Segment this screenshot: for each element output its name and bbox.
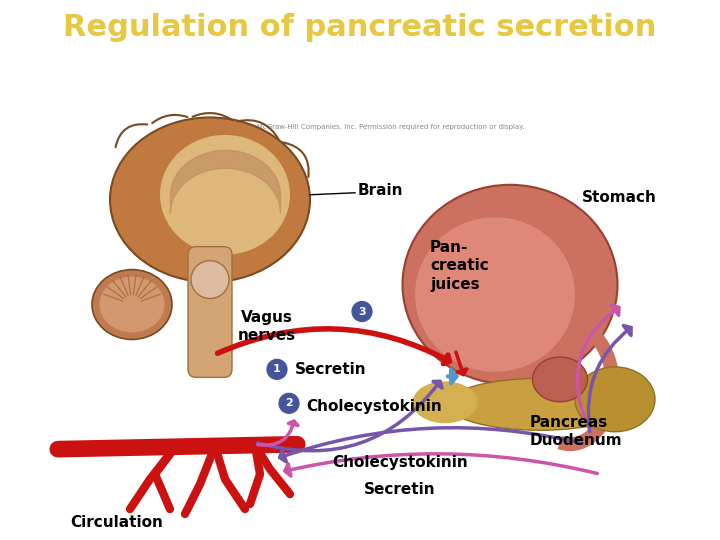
Text: Circulation: Circulation xyxy=(70,515,163,530)
Ellipse shape xyxy=(110,117,310,282)
Text: Pan-
creatic
juices: Pan- creatic juices xyxy=(430,240,489,292)
Ellipse shape xyxy=(191,261,229,299)
FancyArrowPatch shape xyxy=(192,113,233,120)
Text: Brain: Brain xyxy=(358,183,403,198)
FancyArrowPatch shape xyxy=(283,143,309,177)
Text: Regulation of pancreatic secretion: Regulation of pancreatic secretion xyxy=(63,13,657,42)
FancyArrowPatch shape xyxy=(238,120,279,139)
FancyBboxPatch shape xyxy=(188,247,232,377)
Text: 2: 2 xyxy=(285,399,293,408)
Text: 1: 1 xyxy=(273,364,281,374)
Circle shape xyxy=(278,393,300,414)
Ellipse shape xyxy=(402,185,618,384)
Text: Cholecystokinin: Cholecystokinin xyxy=(332,455,468,470)
Ellipse shape xyxy=(99,276,164,333)
Text: Secretin: Secretin xyxy=(295,362,366,377)
Circle shape xyxy=(266,359,288,380)
FancyArrowPatch shape xyxy=(115,124,148,147)
Text: Vagus
nerves: Vagus nerves xyxy=(238,309,296,343)
Ellipse shape xyxy=(575,367,655,432)
FancyArrowPatch shape xyxy=(152,115,187,123)
Ellipse shape xyxy=(415,217,575,372)
Text: Stomach: Stomach xyxy=(582,190,657,205)
Text: Cholecystokinin: Cholecystokinin xyxy=(306,399,442,414)
Text: Secretin: Secretin xyxy=(364,482,436,497)
Text: 3: 3 xyxy=(358,307,366,316)
Ellipse shape xyxy=(533,357,588,402)
Text: Duodenum: Duodenum xyxy=(530,433,623,448)
Ellipse shape xyxy=(160,135,290,255)
Text: Pancreas: Pancreas xyxy=(530,415,608,430)
Ellipse shape xyxy=(448,379,632,430)
Text: Copyright © The McGraw-Hill Companies, Inc. Permission required for reproduction: Copyright © The McGraw-Hill Companies, I… xyxy=(196,124,524,130)
Ellipse shape xyxy=(92,269,172,340)
Circle shape xyxy=(351,301,373,322)
Ellipse shape xyxy=(413,381,477,423)
